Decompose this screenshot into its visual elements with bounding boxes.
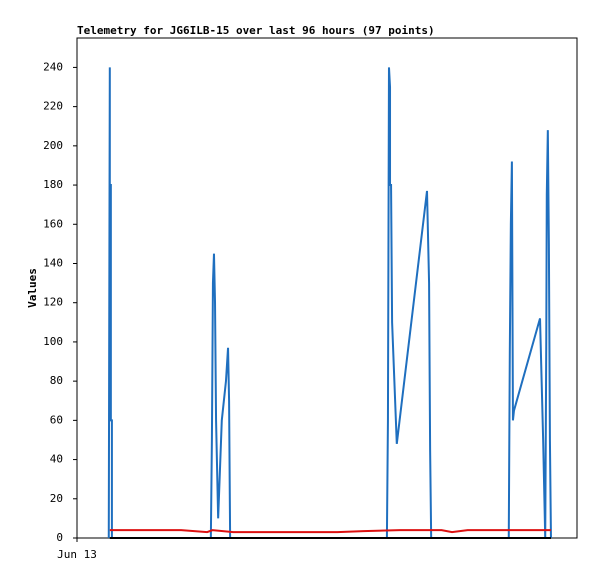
y-tick-label: 240 [43,60,63,73]
y-tick-label: 120 [43,296,63,309]
y-tick-label: 20 [50,492,63,505]
y-tick-label: 140 [43,256,63,269]
y-tick-label: 80 [50,374,63,387]
y-tick-label: 160 [43,217,63,230]
y-tick-label: 40 [50,453,63,466]
chart-title: Telemetry for JG6ILB-15 over last 96 hou… [77,24,435,37]
y-tick-label: 180 [43,178,63,191]
data-line [109,529,551,534]
x-tick-label: Jun 13 [57,548,97,561]
y-tick-label: 220 [43,100,63,113]
y-tick-label: 200 [43,139,63,152]
data-line [107,67,552,539]
y-tick-label: 60 [50,413,63,426]
y-tick-label: 100 [43,335,63,348]
y-axis-label: Values [26,268,39,308]
y-tick-label: 0 [56,531,63,544]
